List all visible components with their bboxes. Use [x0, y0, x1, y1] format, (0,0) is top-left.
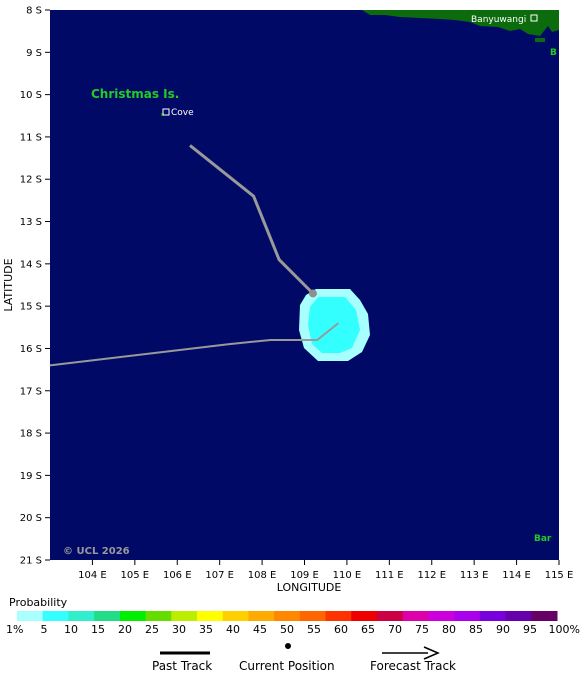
- legend-tick-label: 55: [307, 623, 321, 636]
- lon-tick-label: 104 E: [78, 570, 107, 581]
- lon-tick-label: 113 E: [460, 570, 489, 581]
- legend-swatch: [274, 611, 301, 621]
- banyuwangi-marker: [530, 14, 538, 22]
- legend-swatch: [42, 611, 69, 621]
- probability-inner: [308, 297, 360, 353]
- legend-tick-label: 80: [442, 623, 456, 636]
- legend-tick-label: 1%: [6, 623, 23, 636]
- lat-tick-label: 18 S: [20, 429, 42, 440]
- legend-tick-label: 50: [280, 623, 294, 636]
- legend-tick-label: 60: [334, 623, 348, 636]
- legend-swatch: [248, 611, 275, 621]
- legend-tick-label: 25: [145, 623, 159, 636]
- legend-tick-label: 45: [253, 623, 267, 636]
- past-track-line: [49, 322, 340, 367]
- legend-tick-label: 10: [64, 623, 78, 636]
- past-track-label: Past Track: [152, 659, 212, 673]
- lat-tick-label: 16 S: [20, 344, 42, 355]
- forecast-track-key-arrow: [423, 646, 440, 660]
- forecast-track-label: Forecast Track: [370, 659, 456, 673]
- legend-tick-label: 90: [496, 623, 510, 636]
- legend-tick-label: 65: [361, 623, 375, 636]
- legend-swatch: [119, 611, 147, 621]
- legend-tick-label: 100%: [549, 623, 580, 636]
- java-land: [362, 10, 559, 36]
- edge-label-bottom: Bar: [534, 534, 552, 544]
- y-axis-title: LATITUDE: [2, 258, 15, 311]
- legend-tick-label: 30: [172, 623, 186, 636]
- banyuwangi-label: Banyuwangi: [471, 15, 526, 25]
- legend-tick-label: 40: [226, 623, 240, 636]
- legend-swatch: [299, 611, 327, 621]
- legend-swatch: [68, 611, 95, 621]
- legend-swatch: [94, 611, 121, 621]
- lat-tick-label: 21 S: [20, 556, 42, 567]
- lon-tick-label: 110 E: [333, 570, 362, 581]
- cove-label: Cove: [171, 108, 194, 118]
- lon-tick-label: 105 E: [121, 570, 150, 581]
- lat-tick-label: 8 S: [26, 6, 42, 17]
- lon-tick-label: 114 E: [502, 570, 531, 581]
- legend-tick-label: 20: [118, 623, 132, 636]
- lon-tick-label: 112 E: [417, 570, 446, 581]
- legend-tick-label: 75: [415, 623, 429, 636]
- java-land-spot: [535, 38, 545, 42]
- legend-colorbar: [17, 611, 558, 621]
- x-axis-title: LONGITUDE: [277, 581, 342, 594]
- legend-swatch: [402, 611, 429, 621]
- lat-tick-label: 13 S: [20, 217, 42, 228]
- lon-tick-label: 109 E: [290, 570, 319, 581]
- lon-tick-label: 115 E: [545, 570, 574, 581]
- current-position-key-dot: [285, 643, 291, 649]
- lat-tick-label: 20 S: [20, 513, 42, 524]
- legend-swatch: [531, 611, 558, 621]
- lat-tick-label: 11 S: [20, 132, 42, 143]
- legend-swatch: [377, 611, 404, 621]
- lon-tick-label: 106 E: [163, 570, 192, 581]
- lon-tick-label: 111 E: [375, 570, 404, 581]
- lat-tick-label: 12 S: [20, 175, 42, 186]
- legend-tick-label: 5: [41, 623, 48, 636]
- lat-tick-label: 9 S: [26, 48, 42, 59]
- cove-marker: [162, 108, 170, 116]
- edge-label-top: B: [550, 48, 557, 58]
- lat-tick-label: 14 S: [20, 259, 42, 270]
- legend-swatch: [325, 611, 352, 621]
- lat-tick-label: 15 S: [20, 302, 42, 313]
- legend-tick-label: 35: [199, 623, 213, 636]
- current-position-label: Current Position: [239, 659, 335, 673]
- legend-title: Probability: [9, 596, 68, 609]
- legend-swatch: [479, 611, 507, 621]
- legend-swatch: [428, 611, 455, 621]
- legend-swatch: [171, 611, 198, 621]
- lon-tick-label: 107 E: [205, 570, 234, 581]
- legend-swatch: [454, 611, 481, 621]
- lat-tick-label: 19 S: [20, 471, 42, 482]
- legend-swatch: [17, 611, 44, 621]
- lat-tick-label: 17 S: [20, 386, 42, 397]
- legend-tick-label: 15: [91, 623, 105, 636]
- forecast-track-line: [189, 144, 315, 295]
- christmas-island-label: Christmas Is.: [91, 87, 179, 101]
- copyright-text: © UCL 2026: [63, 546, 130, 557]
- legend-swatch: [505, 611, 532, 621]
- legend-tick-label: 95: [523, 623, 537, 636]
- lat-tick-label: 10 S: [20, 90, 42, 101]
- legend-swatch: [145, 611, 172, 621]
- legend-swatch: [222, 611, 249, 621]
- legend-tick-label: 70: [388, 623, 402, 636]
- lon-tick-label: 108 E: [248, 570, 277, 581]
- legend-swatch: [197, 611, 224, 621]
- current-position-marker: [308, 289, 317, 298]
- legend-swatch: [351, 611, 378, 621]
- legend-tick-label: 85: [469, 623, 483, 636]
